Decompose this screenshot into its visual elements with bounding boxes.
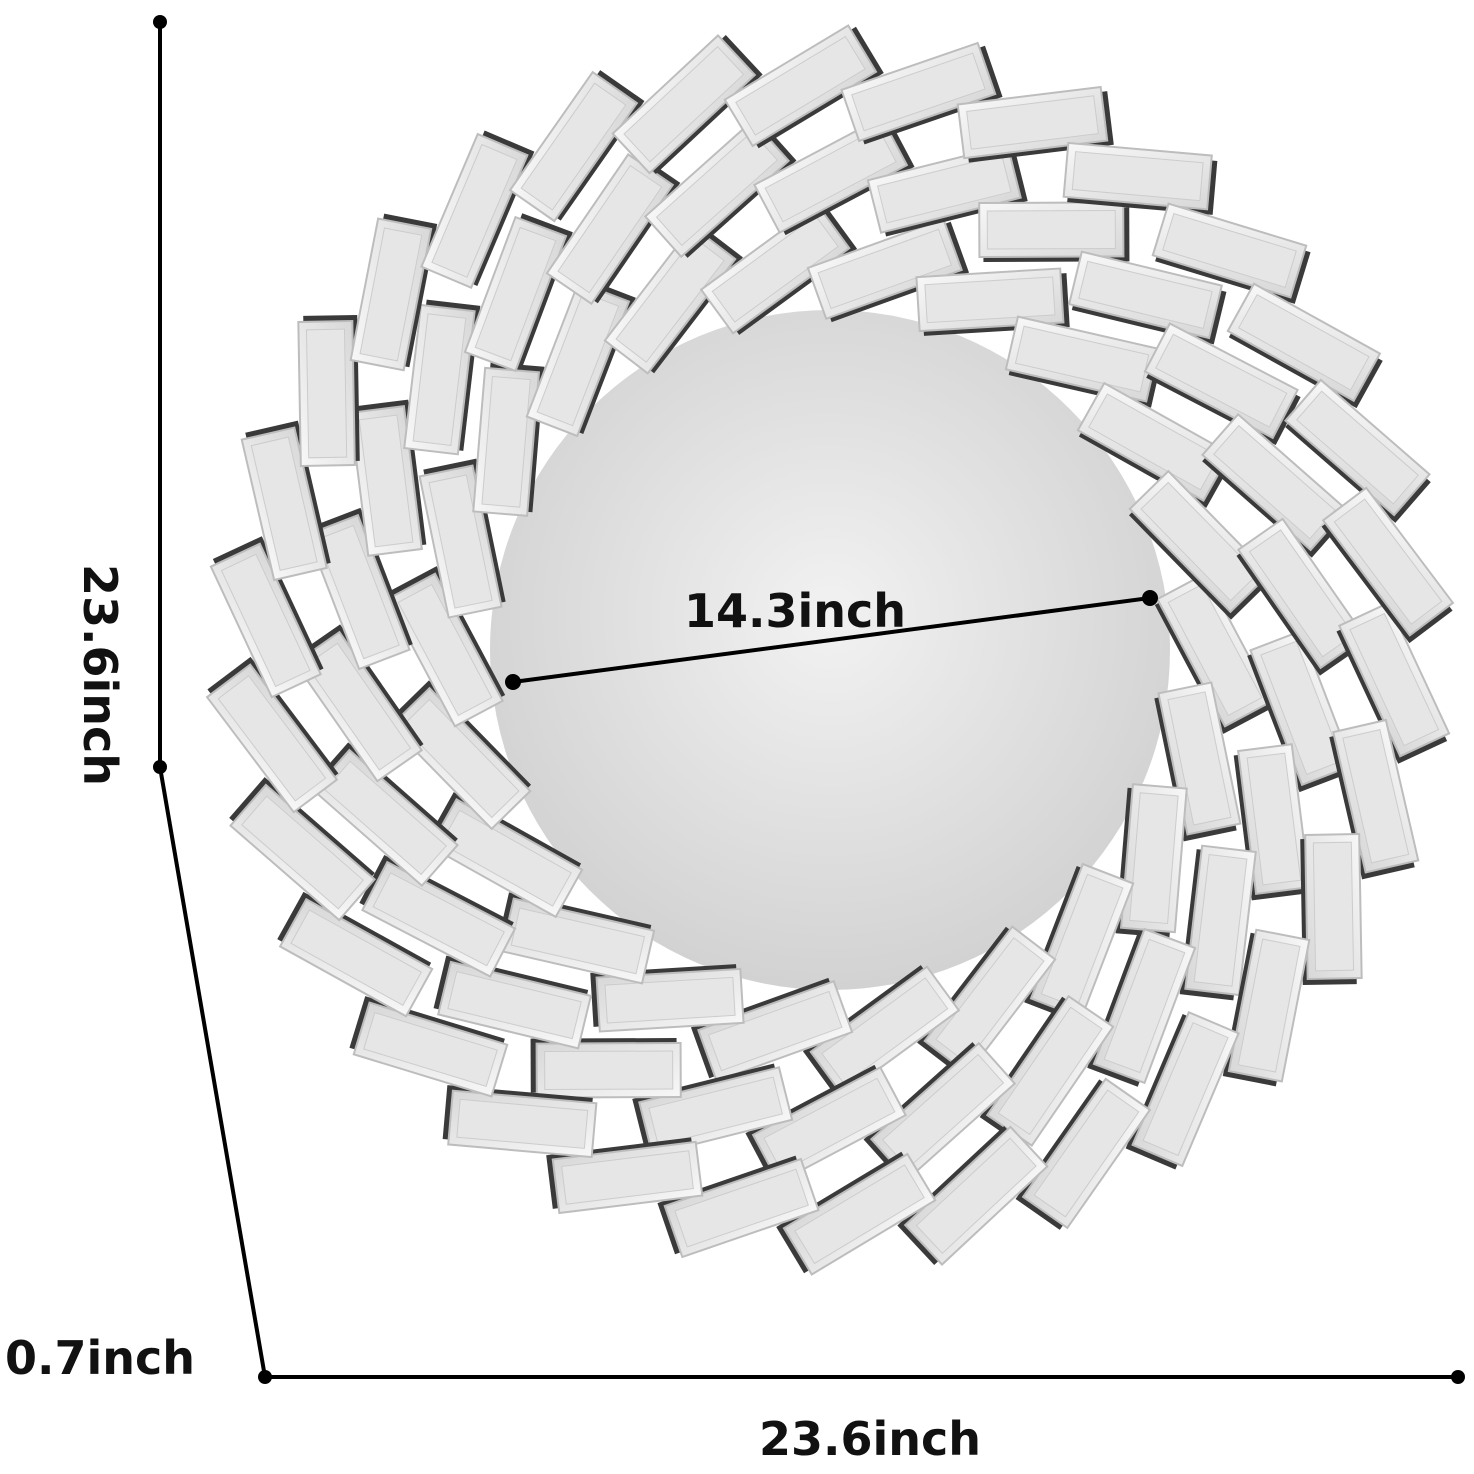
mirror-tile — [349, 213, 438, 372]
mirror-tile — [699, 203, 858, 335]
mirror-tile — [611, 33, 763, 175]
mirror-tile — [1226, 282, 1383, 409]
mirror-tile — [530, 1038, 682, 1099]
mirror-tile — [1336, 601, 1451, 764]
mirror-tile — [442, 1085, 598, 1159]
height-dimension: 23.6inch — [73, 15, 167, 786]
mirror-tile — [1115, 783, 1188, 938]
inner-diameter-dimension: 14.3inch — [505, 584, 1158, 690]
mirror-tile — [1151, 202, 1311, 304]
mirror-tile — [802, 965, 961, 1097]
mirror-tile — [349, 996, 509, 1098]
mirror-tile — [1321, 486, 1455, 644]
mirror-tile — [1024, 862, 1135, 1022]
mirror-tile — [418, 458, 506, 619]
mirror-tile — [643, 119, 797, 259]
mirror-tile — [1236, 517, 1367, 676]
mirror-tile — [806, 217, 970, 323]
mirror-tile — [1247, 629, 1354, 793]
mirror-tile — [209, 536, 324, 699]
mirror-tile — [866, 144, 1028, 237]
mirror-tile — [897, 1125, 1049, 1267]
mirror-tile — [229, 777, 376, 922]
mirror-tile — [277, 891, 434, 1018]
mirror-tile — [386, 566, 506, 728]
mirror-tile — [205, 656, 339, 814]
mirror-tile — [723, 24, 884, 149]
mirror-tile — [753, 116, 915, 236]
mirror-tile — [463, 213, 573, 373]
mirror-tile — [389, 680, 532, 831]
width-dimension: 23.6inch — [258, 1370, 1465, 1466]
mirror-tile — [297, 314, 360, 467]
center-mirror — [490, 310, 1170, 990]
inner-diameter-label: 14.3inch — [684, 584, 906, 638]
mirror-tile — [1067, 250, 1227, 345]
mirror-tile — [657, 1155, 820, 1259]
mirror-tile — [840, 41, 1003, 145]
mirror-tile — [1284, 378, 1431, 523]
mirror-tile — [1128, 469, 1271, 620]
mirror-tile — [545, 152, 681, 306]
mirror-tile — [979, 994, 1115, 1148]
mirror-tile — [745, 1064, 907, 1184]
mirror-tile — [1125, 1010, 1240, 1170]
mirror-tile — [1222, 928, 1311, 1087]
mirror-tile — [1179, 844, 1257, 1001]
mirror-tile — [1062, 141, 1218, 215]
mirror — [205, 24, 1455, 1276]
mirror-tile — [525, 278, 636, 438]
mirror-tiles — [205, 24, 1455, 1276]
mirror-tile — [978, 201, 1130, 262]
mirror-tile — [1329, 718, 1420, 880]
mirror-tile — [240, 420, 331, 582]
mirror-tile — [496, 892, 656, 985]
mirror-tile — [1300, 833, 1363, 986]
mirror-tile — [863, 1041, 1017, 1181]
mirror-tile — [690, 977, 854, 1083]
mirror-tile — [1154, 572, 1274, 734]
mirror-tile — [632, 1063, 794, 1156]
mirror-tile — [508, 70, 645, 223]
mirror-tile — [293, 624, 424, 783]
mirror-tile — [1201, 412, 1348, 558]
mirror-tile — [359, 854, 517, 978]
height-label: 23.6inch — [73, 564, 127, 786]
mirror-tile — [433, 955, 593, 1050]
mirror-tile — [1076, 381, 1233, 508]
mirror-tile — [603, 224, 743, 375]
mirror-tile — [306, 507, 413, 671]
mirror-tile — [427, 792, 584, 919]
mirror-tile — [1015, 1077, 1152, 1230]
mirror-tile — [312, 742, 459, 888]
mirror-tile — [472, 362, 545, 517]
mirror-tile — [1143, 322, 1301, 446]
mirror-tile — [1087, 927, 1197, 1087]
depth-dimension: 0.7inch — [5, 766, 267, 1385]
width-label: 23.6inch — [759, 1412, 981, 1466]
mirror-tile — [1154, 681, 1242, 842]
depth-label: 0.7inch — [5, 1331, 195, 1385]
mirror-tile — [1004, 315, 1164, 408]
mirror-tile — [420, 130, 535, 290]
mirror-tile — [776, 1151, 937, 1276]
mirror-tile — [917, 925, 1057, 1076]
mirror-tile — [403, 299, 481, 456]
